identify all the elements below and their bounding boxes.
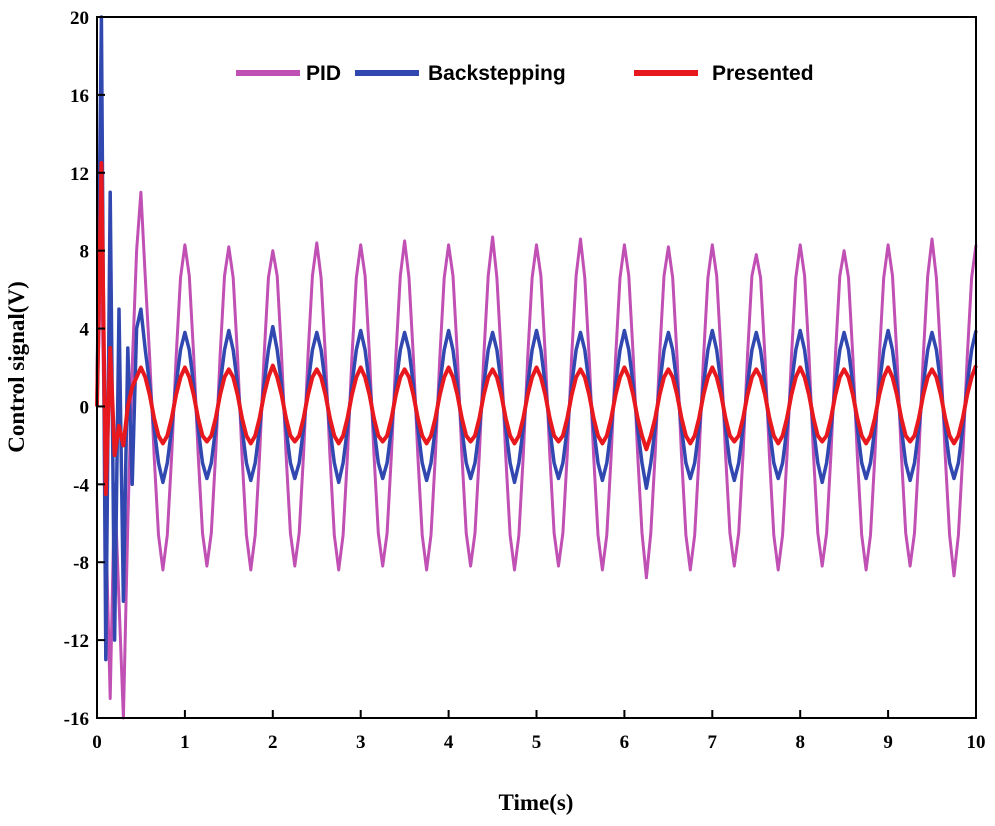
y-tick-label: 8 [80,242,90,263]
x-tick-label: 8 [795,732,805,753]
x-tick-label: 3 [356,732,366,753]
x-tick-label: 5 [532,732,542,753]
legend-label-backstepping: Backstepping [428,62,566,85]
y-tick-label: -8 [73,553,89,574]
y-tick-label: 20 [70,8,89,29]
y-tick-label: 12 [70,164,89,185]
series-line-backstepping [95,15,978,662]
series-line-pid [95,190,978,720]
x-tick-label: 1 [180,732,190,753]
x-tick-label: 0 [92,732,102,753]
y-axis-label: Control signal(V) [4,281,29,452]
y-tick-label: 16 [70,86,89,107]
x-axis-label: Time(s) [499,790,574,815]
x-tick-label: 7 [708,732,718,753]
x-tick-label: 2 [268,732,278,753]
legend: PID Backstepping Presented [236,62,814,85]
series-layer [95,15,978,720]
legend-label-presented: Presented [712,62,814,85]
x-tick-label: 10 [967,732,986,753]
x-tick-label: 4 [444,732,454,753]
y-tick-label: -4 [73,475,89,496]
y-tick-label: 0 [80,397,90,418]
series-line-presented [95,161,978,497]
y-tick-label: -12 [64,631,89,652]
y-tick-label: -16 [64,709,89,730]
x-tick-label: 6 [620,732,630,753]
x-tick-label: 9 [883,732,893,753]
legend-label-pid: PID [306,62,341,85]
y-tick-label: 4 [80,320,90,341]
